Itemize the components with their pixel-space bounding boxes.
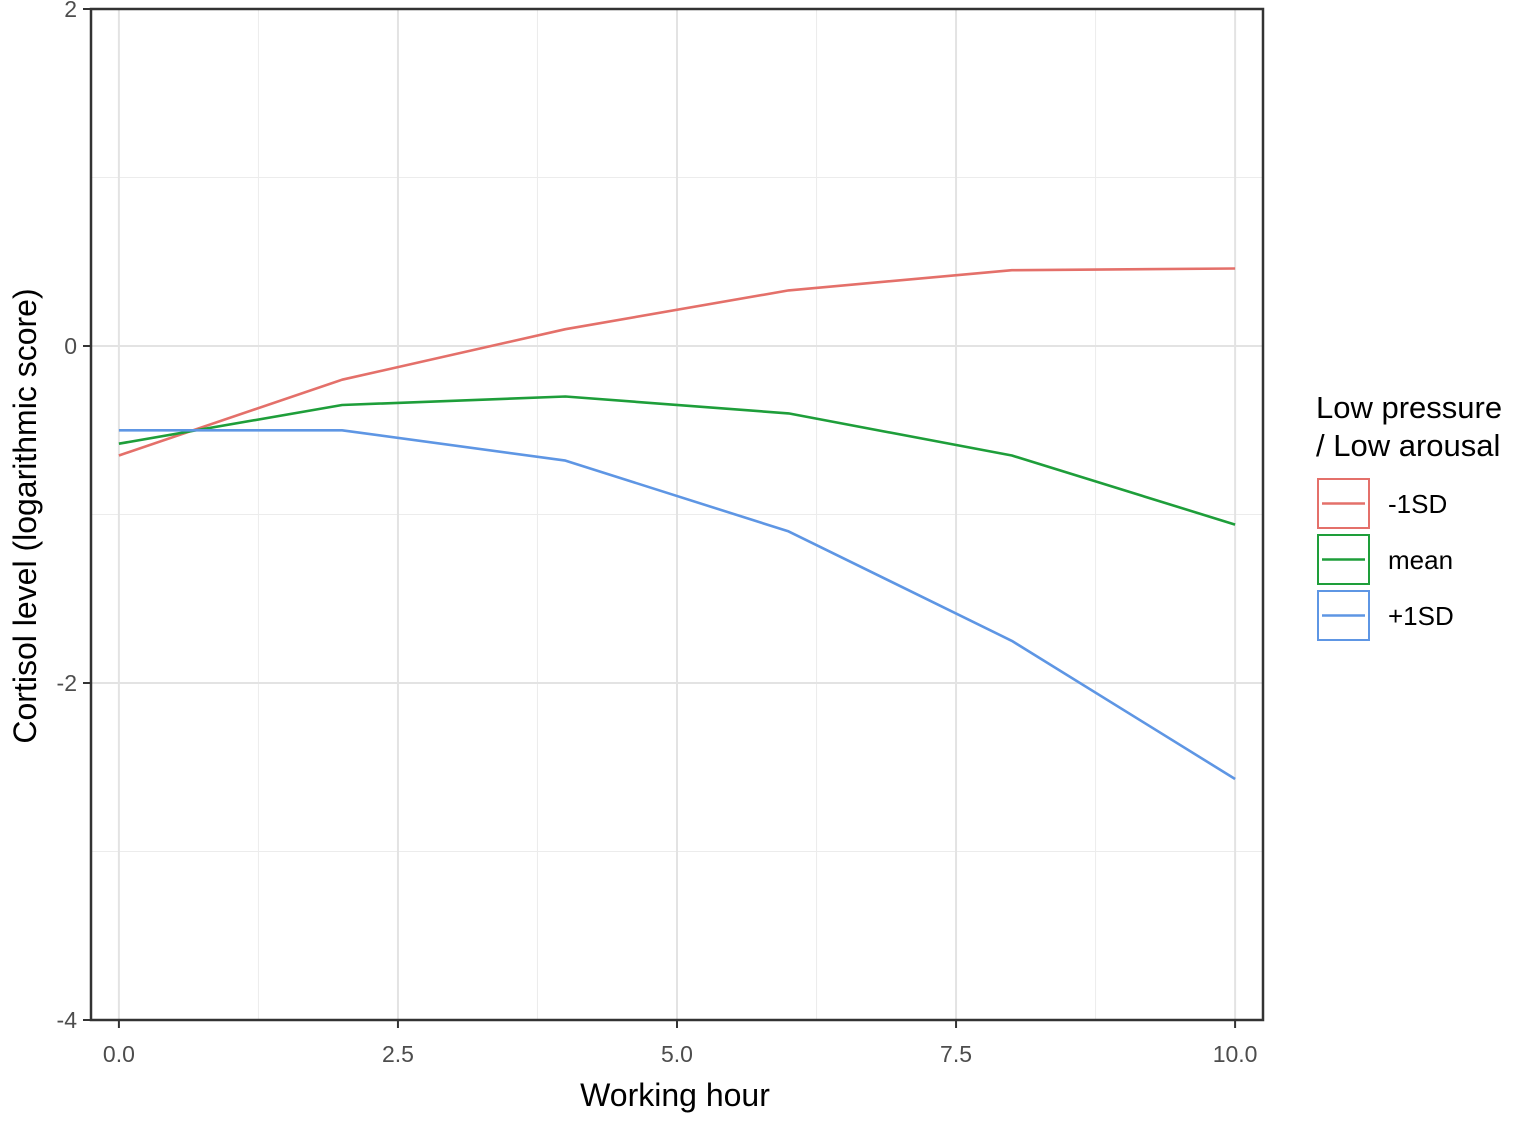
series-line-mean xyxy=(118,395,1236,526)
axes: 0.0 2.5 5.0 7.5 10.0 -4 -2 0 2 xyxy=(57,0,1258,1067)
x-tick-label: 5.0 xyxy=(661,1041,693,1067)
x-tick-label: 0.0 xyxy=(103,1041,135,1067)
x-axis-title: Working hour xyxy=(580,1077,770,1113)
y-tick-label: -2 xyxy=(57,670,77,696)
legend: Low pressure/ Low arousal -1SD mean +1SD xyxy=(1316,390,1502,641)
y-tick-label: 0 xyxy=(64,333,77,359)
y-tick-label: 2 xyxy=(64,0,77,22)
series-line-+1SD xyxy=(118,428,1236,781)
grid xyxy=(91,8,1263,1021)
series-line--1SD xyxy=(118,267,1236,457)
legend-label: +1SD xyxy=(1388,601,1454,631)
series-lines xyxy=(118,267,1236,781)
x-tick-label: 10.0 xyxy=(1213,1041,1258,1067)
y-axis-title: Cortisol level (logarithmic score) xyxy=(7,288,43,743)
x-tick-label: 2.5 xyxy=(382,1041,414,1067)
legend-title: Low pressure xyxy=(1316,390,1502,425)
legend-title: / Low arousal xyxy=(1316,428,1500,463)
y-tick-label: -4 xyxy=(57,1007,78,1033)
x-tick-label: 7.5 xyxy=(940,1041,972,1067)
legend-label: mean xyxy=(1388,545,1453,575)
legend-label: -1SD xyxy=(1388,489,1447,519)
